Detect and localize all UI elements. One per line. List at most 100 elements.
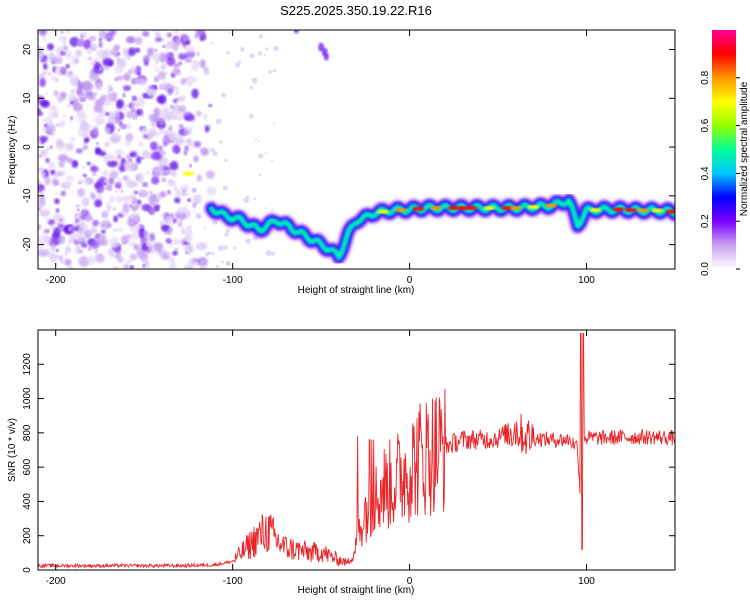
spectrogram-noise-blob [150, 141, 158, 151]
spectrogram-noise-blob [74, 218, 80, 224]
spectrogram-noise-blob [160, 150, 166, 156]
spectrogram-noise-blob [265, 47, 269, 51]
spectrogram-noise-blob [50, 245, 56, 252]
spectrogram-noise-blob [86, 255, 96, 265]
spectrogram-noise-blob [137, 173, 144, 184]
spectrogram-noise-blob [60, 66, 67, 76]
spectrogram-hotspot [456, 206, 469, 211]
spectrogram-noise-blob [166, 189, 172, 195]
spectrogram-noise-blob [263, 54, 266, 57]
spectrogram-noise-blob [131, 108, 136, 113]
spectrogram-noise-blob [69, 38, 76, 45]
spectrogram-noise-blob [152, 242, 164, 251]
spectrogram-noise-blob [78, 249, 83, 254]
spectrogram-noise-blob [162, 45, 166, 48]
spectrogram-noise-blob [169, 104, 174, 109]
spectrogram-noise-blob [142, 30, 150, 37]
spectrogram-noise-blob [267, 69, 272, 74]
spectrogram-noise-blob [145, 170, 150, 175]
spectrogram-noise-blob [160, 37, 165, 43]
spectrogram-noise-blob [117, 135, 122, 140]
spectrogram-noise-blob [129, 225, 139, 233]
spectrogram-noise-blob [174, 30, 179, 34]
spectrogram-noise-blob [199, 147, 210, 156]
spectrogram-noise-blob [119, 124, 127, 130]
spectrogram-noise-blob [71, 190, 74, 195]
spectrogram-noise-blob [49, 105, 58, 112]
spectrogram-noise-blob [176, 97, 180, 101]
spectrogram-noise-blob [158, 117, 165, 126]
spectrogram-noise-blob [154, 53, 161, 60]
spectrogram-hotspot [589, 207, 602, 212]
spectrogram-noise-blob [137, 141, 145, 147]
spectrogram-noise-blob [40, 148, 49, 157]
spectrogram-noise-blob [48, 71, 51, 76]
spectrogram-noise-blob [226, 50, 230, 55]
snr-y-label: SNR (10 * v/v) [7, 418, 18, 482]
spectrogram-noise-blob [149, 190, 153, 195]
snr-y-ticks: 0 200 400 600 800 1000 1200 [22, 353, 675, 573]
spectrogram-hotspot [465, 206, 478, 211]
spectrogram-noise-blob [92, 127, 99, 136]
spectrogram-noise-blob [76, 244, 82, 248]
spectrogram-noise-blob [72, 102, 83, 112]
spectrogram-noise-blob [125, 134, 133, 141]
spectrogram-noise-blob [171, 104, 182, 114]
spectrogram-noise-blob [222, 185, 228, 191]
spectrogram-noise-blob [52, 130, 56, 135]
spectrogram-noise-blob [69, 136, 76, 142]
spectrogram-noise-blob [60, 31, 64, 34]
snr-y-tick-label: 800 [22, 424, 33, 441]
spectrogram-noise-blob [154, 48, 157, 52]
spectrogram-noise-blob [90, 47, 97, 52]
spectrogram-noise-blob [55, 139, 63, 148]
spectrogram-noise-blob [265, 250, 272, 256]
spectrogram-y-tick-label: -10 [22, 188, 33, 203]
spectrogram-noise-blob [270, 159, 274, 162]
spectrogram-noise-blob [83, 39, 91, 50]
spectrogram-noise-blob [212, 150, 218, 157]
spectrogram-noise-blob [124, 161, 137, 172]
spectrogram-noise-blob [100, 229, 106, 234]
spectrogram-noise-blob [272, 69, 277, 73]
spectrogram-noise-blob [55, 192, 58, 196]
spectrogram-noise-blob [165, 251, 173, 258]
spectrogram-noise-blob [222, 244, 228, 250]
spectrogram-noise-blob [173, 186, 178, 190]
spectrogram-x-ticks: -200 -100 0 100 [46, 30, 595, 286]
spectrogram-noise-blob [199, 59, 206, 69]
spectrogram-noise-blob [180, 206, 189, 214]
spectrogram-noise-blob [101, 169, 110, 177]
spectrogram-noise-blob [159, 108, 169, 118]
spectrogram-noise-blob [94, 105, 103, 114]
spectrogram-noise-blob [164, 44, 170, 51]
spectrogram-noise-blob [77, 224, 85, 234]
spectrogram-noise-blob [175, 91, 179, 96]
spectrogram-noise-blob [115, 254, 122, 260]
spectrogram-noise-blob [146, 239, 153, 248]
spectrogram-noise-blob [56, 123, 61, 127]
spectrogram-noise-blob [69, 122, 72, 126]
spectrogram-noise-blob [75, 49, 82, 57]
spectrogram-noise-blob [79, 214, 87, 220]
spectrogram-noise-blob [155, 41, 159, 45]
spectrogram-noise-blob [149, 248, 155, 254]
spectrogram-noise-blob [148, 118, 152, 121]
spectrogram-noise-blob [158, 163, 165, 169]
spectrogram-noise-blob [108, 177, 115, 185]
spectrogram-noise-blob [131, 103, 135, 108]
spectrogram-noise-blob [228, 31, 232, 34]
spectrogram-noise-blob [82, 124, 87, 129]
colorbar-ticks: 0.0 0.2 0.4 0.6 0.8 [700, 70, 740, 276]
spectrogram-noise-blob [65, 245, 71, 253]
spectrogram-x-label: Height of straight line (km) [298, 285, 415, 296]
spectrogram-noise-blob [178, 96, 185, 103]
spectrogram-noise-blob [66, 30, 70, 34]
spectrogram-noise-blob [273, 122, 276, 125]
spectrogram-noise-blob [251, 77, 258, 84]
spectrogram-noise-blob [99, 66, 103, 71]
spectrogram-background-blobs [38, 30, 329, 269]
spectrogram-noise-blob [137, 199, 142, 205]
spectrogram-noise-blob [100, 97, 106, 104]
spectrogram-noise-blob [38, 154, 42, 158]
